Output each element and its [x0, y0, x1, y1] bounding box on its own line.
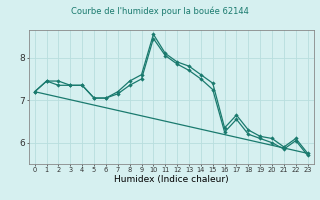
X-axis label: Humidex (Indice chaleur): Humidex (Indice chaleur) — [114, 175, 228, 184]
Text: Courbe de l'humidex pour la bouée 62144: Courbe de l'humidex pour la bouée 62144 — [71, 6, 249, 16]
